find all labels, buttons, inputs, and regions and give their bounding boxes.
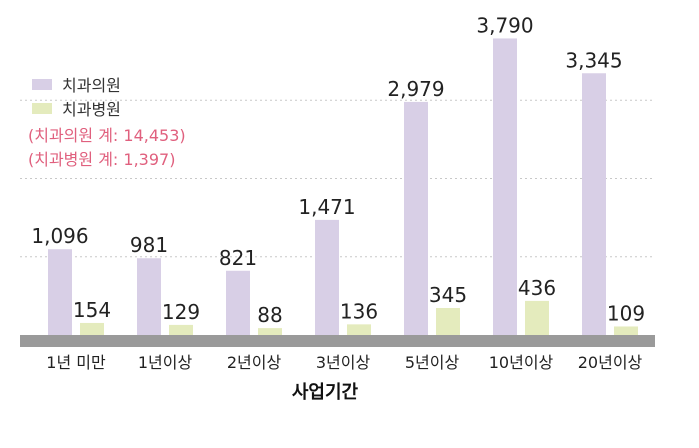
data-label-clinic: 1,096 [31, 224, 88, 248]
bar-hospital [169, 324, 193, 335]
bar-clinic [315, 219, 339, 335]
data-label-clinic: 2,979 [387, 77, 444, 101]
data-label-hospital: 345 [429, 283, 467, 307]
bar-hospital [80, 322, 104, 335]
x-tick-label: 3년이상 [316, 353, 371, 372]
data-label-hospital: 436 [518, 276, 556, 300]
x-tick-label: 2년이상 [227, 353, 282, 372]
bar-clinic [137, 258, 161, 335]
bar-hospital [347, 324, 371, 335]
bar-clinic [404, 101, 428, 335]
clinic-total-note: (치과의원 계: 14,453) [28, 126, 186, 145]
legend-item-clinic: 치과의원 [32, 72, 121, 96]
hospital-total-note: (치과병원 계: 1,397) [28, 150, 176, 169]
data-label-hospital: 88 [257, 303, 282, 327]
bar-hospital [525, 300, 549, 335]
legend-swatch-clinic [32, 78, 52, 90]
x-tick-label: 1년이상 [138, 353, 193, 372]
legend-label-hospital: 치과병원 [62, 100, 121, 119]
x-tick-label: 20년이상 [578, 353, 643, 372]
bar-clinic [493, 38, 517, 336]
x-tick-label: 1년 미만 [46, 353, 106, 372]
bar-clinic [226, 270, 250, 335]
data-label-hospital: 129 [162, 300, 200, 324]
legend: 치과의원 치과병원 [32, 72, 121, 120]
data-label-clinic: 3,790 [476, 13, 533, 37]
totals-note: (치과의원 계: 14,453) (치과병원 계: 1,397) [28, 124, 186, 172]
data-label-clinic: 981 [130, 233, 168, 257]
x-tick-label: 5년이상 [405, 353, 460, 372]
bar-clinic [48, 249, 72, 335]
legend-item-hospital: 치과병원 [32, 96, 121, 120]
data-label-clinic: 3,345 [565, 48, 622, 72]
x-axis-title: 사업기간 [291, 382, 359, 403]
bar-hospital [436, 308, 460, 335]
data-label-hospital: 136 [340, 299, 378, 323]
x-tick-label: 10년이상 [489, 353, 554, 372]
legend-label-clinic: 치과의원 [62, 76, 121, 95]
data-label-clinic: 1,471 [298, 195, 355, 219]
bar-clinic [582, 73, 606, 335]
baseline-band [20, 335, 655, 347]
legend-swatch-hospital [32, 102, 52, 114]
data-label-hospital: 109 [607, 301, 645, 325]
bar-hospital [614, 326, 638, 335]
data-label-hospital: 154 [73, 298, 111, 322]
data-label-clinic: 821 [219, 246, 257, 270]
bar-hospital [258, 328, 282, 335]
